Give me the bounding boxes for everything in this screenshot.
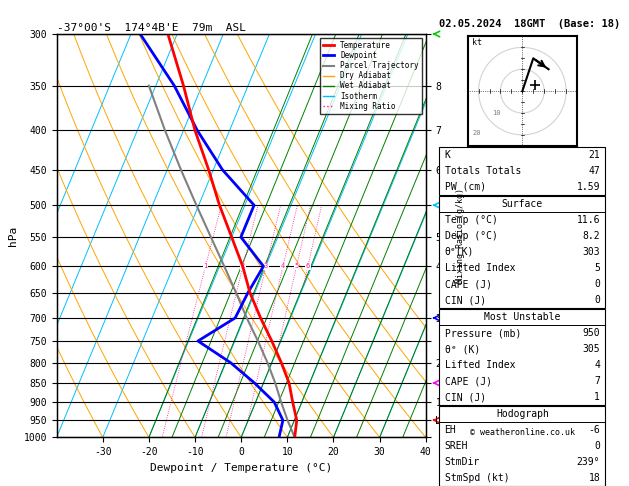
Legend: Temperature, Dewpoint, Parcel Trajectory, Dry Adiabat, Wet Adiabat, Isotherm, Mi: Temperature, Dewpoint, Parcel Trajectory… bbox=[320, 38, 422, 114]
Text: 303: 303 bbox=[582, 247, 600, 257]
Text: StmSpd (kt): StmSpd (kt) bbox=[445, 473, 509, 484]
Text: Most Unstable: Most Unstable bbox=[484, 312, 560, 322]
Text: 4: 4 bbox=[594, 360, 600, 370]
Text: Mixing Ratio (g/kg): Mixing Ratio (g/kg) bbox=[456, 188, 465, 283]
Text: 5: 5 bbox=[294, 263, 299, 269]
Text: 20: 20 bbox=[472, 130, 481, 136]
Text: -37°00'S  174°4B'E  79m  ASL: -37°00'S 174°4B'E 79m ASL bbox=[57, 23, 245, 33]
Text: © weatheronline.co.uk: © weatheronline.co.uk bbox=[470, 428, 575, 437]
Text: -6: -6 bbox=[588, 425, 600, 435]
Text: 3: 3 bbox=[264, 263, 268, 269]
Text: 2: 2 bbox=[241, 263, 245, 269]
Text: 950: 950 bbox=[582, 328, 600, 338]
Text: 8.2: 8.2 bbox=[582, 231, 600, 241]
Text: Lifted Index: Lifted Index bbox=[445, 263, 515, 273]
Text: 1: 1 bbox=[594, 392, 600, 402]
Text: kt: kt bbox=[472, 38, 482, 47]
Text: 6: 6 bbox=[306, 263, 310, 269]
Text: StmDir: StmDir bbox=[445, 457, 480, 468]
Text: 0: 0 bbox=[594, 279, 600, 289]
Text: θᵉ(K): θᵉ(K) bbox=[445, 247, 474, 257]
Text: Hodograph: Hodograph bbox=[496, 409, 548, 419]
Text: 5: 5 bbox=[594, 263, 600, 273]
Text: Lifted Index: Lifted Index bbox=[445, 360, 515, 370]
X-axis label: Dewpoint / Temperature (°C): Dewpoint / Temperature (°C) bbox=[150, 463, 332, 473]
Text: 47: 47 bbox=[588, 166, 600, 176]
Text: Dewp (°C): Dewp (°C) bbox=[445, 231, 498, 241]
Text: CIN (J): CIN (J) bbox=[445, 392, 486, 402]
Text: CIN (J): CIN (J) bbox=[445, 295, 486, 305]
Text: CAPE (J): CAPE (J) bbox=[445, 376, 491, 386]
Text: 0: 0 bbox=[594, 295, 600, 305]
Text: 305: 305 bbox=[582, 344, 600, 354]
Text: 1: 1 bbox=[203, 263, 208, 269]
Text: CAPE (J): CAPE (J) bbox=[445, 279, 491, 289]
Text: 0: 0 bbox=[594, 441, 600, 451]
Text: 21: 21 bbox=[588, 150, 600, 160]
Text: 11.6: 11.6 bbox=[577, 215, 600, 225]
Text: Pressure (mb): Pressure (mb) bbox=[445, 328, 521, 338]
Text: 239°: 239° bbox=[577, 457, 600, 468]
Text: 1.59: 1.59 bbox=[577, 182, 600, 192]
Text: 7: 7 bbox=[594, 376, 600, 386]
Text: SREH: SREH bbox=[445, 441, 468, 451]
Text: K: K bbox=[445, 150, 450, 160]
Text: θᵉ (K): θᵉ (K) bbox=[445, 344, 480, 354]
Text: 4: 4 bbox=[281, 263, 285, 269]
Text: PW (cm): PW (cm) bbox=[445, 182, 486, 192]
Text: Totals Totals: Totals Totals bbox=[445, 166, 521, 176]
Text: 10: 10 bbox=[492, 110, 500, 116]
Text: 02.05.2024  18GMT  (Base: 18): 02.05.2024 18GMT (Base: 18) bbox=[439, 19, 620, 29]
Text: Temp (°C): Temp (°C) bbox=[445, 215, 498, 225]
Y-axis label: km
ASL: km ASL bbox=[469, 225, 487, 246]
Text: EH: EH bbox=[445, 425, 456, 435]
Text: Surface: Surface bbox=[502, 199, 543, 209]
Text: 18: 18 bbox=[588, 473, 600, 484]
Y-axis label: hPa: hPa bbox=[8, 226, 18, 246]
